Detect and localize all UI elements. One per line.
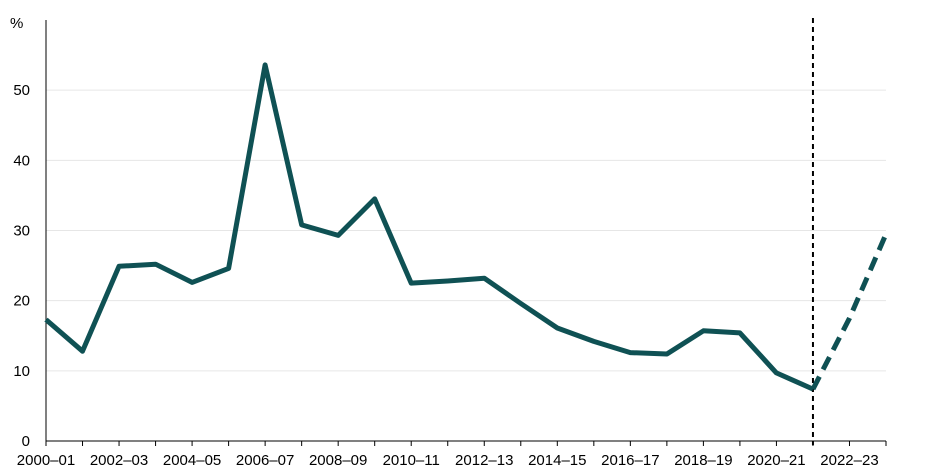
- x-tick-label: 2014–15: [528, 452, 586, 469]
- x-tick-label: 2018–19: [674, 452, 732, 469]
- x-tick-label: 2022–23: [820, 452, 878, 469]
- y-tick-label: 50: [13, 82, 30, 99]
- series-lines: [44, 62, 889, 392]
- x-tick-label: 2002–03: [90, 452, 148, 469]
- x-tick-label: 2006–07: [236, 452, 294, 469]
- y-axis-label: %: [10, 15, 23, 32]
- y-tick-label: 10: [13, 363, 30, 380]
- x-tick-labels: 2000–01 2002–03 2004–05 2006–07 2008–09 2010–…: [17, 452, 879, 469]
- x-tick-label: 2016–17: [601, 452, 659, 469]
- y-tick-label: 20: [13, 293, 30, 310]
- y-tick-labels: 0 10 20 30 40 50: [13, 82, 30, 450]
- x-tick-label: 2010–11: [383, 452, 440, 469]
- x-tick-label: 2004–05: [163, 452, 221, 469]
- actual-series-line: [44, 62, 815, 392]
- y-tick-label: 30: [13, 223, 30, 240]
- axes: [45, 20, 887, 446]
- x-tick-label: 2000–01: [17, 452, 75, 469]
- y-tick-label: 40: [13, 152, 30, 169]
- x-tick-label: 2012–13: [455, 452, 513, 469]
- x-tick-label: 2008–09: [309, 452, 367, 469]
- y-tick-label: 0: [22, 433, 30, 450]
- projection-series-line: [810, 233, 889, 391]
- gridlines: [46, 89, 886, 372]
- x-tick-label: 2020–21: [747, 452, 805, 469]
